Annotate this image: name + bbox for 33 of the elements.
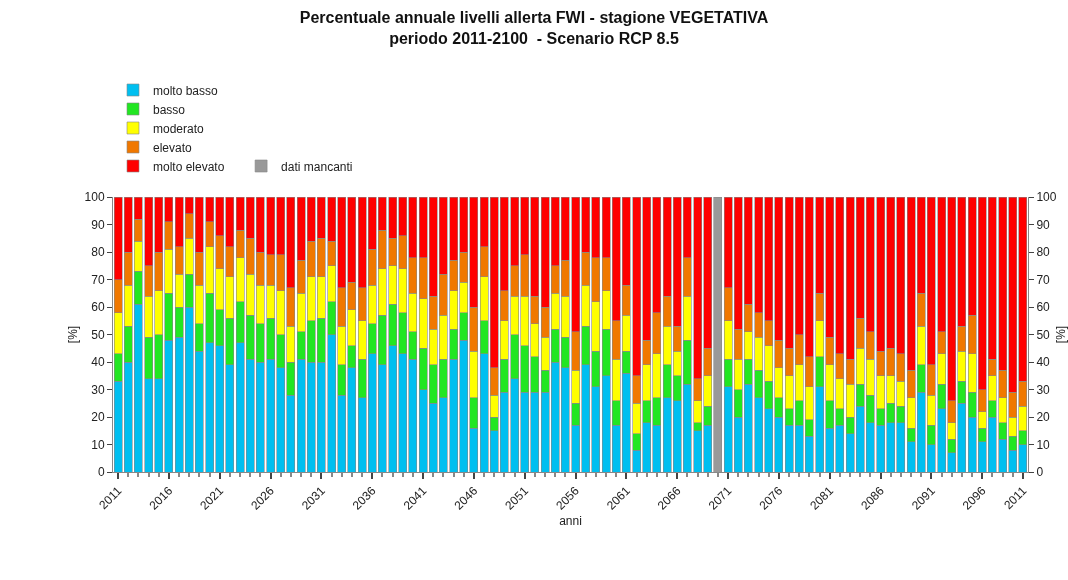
y-tick-label: 30 xyxy=(91,382,105,397)
y2-tick-label: 30 xyxy=(1036,382,1051,397)
legend-label: molto elevato xyxy=(153,159,225,174)
y2-tick-label: 90 xyxy=(1036,217,1051,232)
y-tick-label: 10 xyxy=(91,437,105,452)
legend-label: basso xyxy=(153,102,186,117)
legend-label: dati mancanti xyxy=(281,159,353,174)
y-tick-label: 40 xyxy=(91,355,105,370)
y-tick-label: 100 xyxy=(84,190,105,205)
legend-label: molto basso xyxy=(153,83,219,98)
y2-tick-label: 0 xyxy=(1036,465,1044,480)
y-tick-label: 70 xyxy=(91,272,105,287)
y-tick-label: 90 xyxy=(91,217,105,232)
y2-tick-label: 50 xyxy=(1036,327,1051,342)
y2-tick-label: 70 xyxy=(1036,272,1051,287)
chart-subtitle: periodo 2011-2100 - Scenario RCP 8.5 xyxy=(389,30,679,47)
y-tick-label: 20 xyxy=(91,410,105,425)
y-tick-label: 50 xyxy=(91,327,105,342)
y2-tick-label: 40 xyxy=(1036,355,1051,370)
x-axis-title: anni xyxy=(559,513,582,528)
y-tick-label: 60 xyxy=(91,300,105,315)
y2-axis-title: [%] xyxy=(1054,325,1068,344)
y2-tick-label: 10 xyxy=(1036,437,1051,452)
y2-tick-label: 20 xyxy=(1036,410,1051,425)
legend-label: elevato xyxy=(153,140,193,155)
y2-tick-label: 100 xyxy=(1036,190,1057,205)
y2-tick-label: 60 xyxy=(1036,300,1051,315)
y-tick-label: 0 xyxy=(97,465,105,480)
chart-title: Percentuale annuale livelli allerta FWI - stagione VEGETATIVA xyxy=(299,9,769,27)
legend-label: moderato xyxy=(153,121,205,136)
y-axis-title: [%] xyxy=(65,325,80,344)
y2-tick-label: 80 xyxy=(1036,245,1051,260)
y-tick-label: 80 xyxy=(91,245,105,260)
